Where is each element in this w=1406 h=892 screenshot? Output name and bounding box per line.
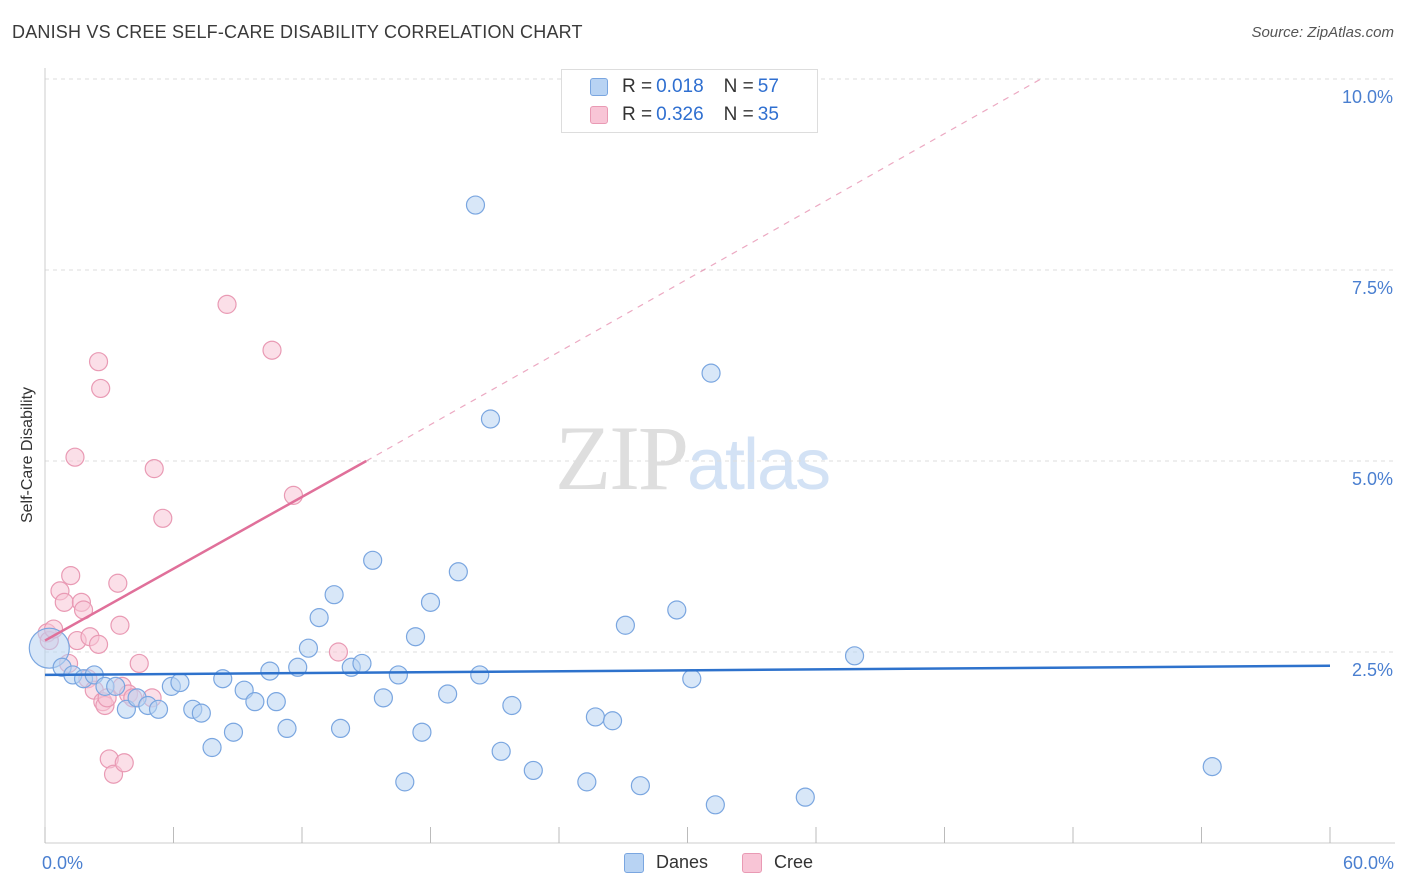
watermark-atlas: atlas (687, 425, 831, 505)
legend-cree-r-label: R = (622, 104, 653, 125)
y-tick-label: 10.0% (1342, 87, 1393, 107)
legend-cree-r: 0.326 (656, 104, 704, 125)
danes-point (277, 718, 297, 739)
danes-point (682, 669, 702, 689)
danes-point (245, 692, 265, 712)
stats-legend: R = 0.018 N = 57 R = 0.326 N = 35 (561, 69, 818, 133)
legend-danes-r: 0.018 (656, 76, 704, 97)
watermark-zip: ZIP (555, 407, 689, 509)
legend-danes-r-label: R = (622, 76, 653, 97)
danes-point (667, 600, 687, 620)
danes-point (309, 608, 329, 628)
danes-point (630, 776, 650, 796)
cree-point (108, 573, 128, 593)
danes-point (298, 638, 319, 658)
danes-point (420, 592, 441, 612)
danes-point (106, 676, 126, 696)
danes-point (266, 692, 286, 712)
danes-point (577, 772, 597, 792)
y-tick-label: 7.5% (1352, 278, 1393, 298)
cree-point (54, 592, 74, 612)
cree-point (153, 508, 173, 528)
cree-point (65, 447, 85, 467)
cree-trend-extension (365, 78, 1042, 462)
danes-point (523, 760, 543, 781)
y-tick-label: 2.5% (1352, 660, 1393, 680)
legend-row-cree: R = 0.326 N = 35 (562, 101, 779, 129)
danes-point (701, 363, 721, 383)
legend-danes-n-label: N = (723, 76, 754, 97)
danes-point (324, 585, 344, 605)
danes-point (470, 665, 490, 685)
danes-point (170, 672, 190, 693)
danes-point (388, 665, 408, 685)
danes-point (438, 684, 458, 704)
danes-point (602, 711, 623, 731)
cree-point (262, 340, 282, 360)
bottom-legend-label-cree: Cree (774, 852, 814, 872)
danes-point (795, 787, 815, 807)
cree-point (328, 642, 349, 662)
danes-point (202, 737, 222, 758)
bottom-legend-label-danes: Danes (656, 852, 709, 872)
cree-point (110, 615, 130, 635)
legend-row-danes: R = 0.018 N = 57 (562, 73, 779, 101)
danes-point (585, 707, 606, 727)
legend-cree-n-label: N = (723, 104, 754, 125)
danes-point (405, 627, 426, 647)
bottom-legend-danes: Danes (624, 852, 708, 873)
bottom-legend-swatch-danes (624, 852, 644, 873)
cree-point (144, 459, 164, 479)
x-tick-label: 60.0% (1343, 853, 1394, 873)
bottom-legend-cree: Cree (742, 852, 813, 873)
danes-point (352, 653, 372, 674)
danes-point (191, 703, 211, 723)
x-tick-label: 0.0% (42, 853, 83, 873)
danes-point (412, 722, 432, 742)
danes-point (288, 657, 308, 677)
watermark: ZIPatlas (555, 405, 831, 511)
danes-point (363, 550, 383, 570)
danes-point (844, 646, 865, 666)
cree-point (129, 653, 149, 674)
danes-trend-line (44, 664, 1331, 677)
source-credit: Source: ZipAtlas.com (1251, 24, 1394, 41)
danes-point (395, 772, 415, 792)
bottom-legend-swatch-cree (742, 852, 762, 873)
danes-point (373, 688, 393, 708)
cree-point (217, 294, 237, 314)
legend-cree-n: 35 (757, 104, 779, 125)
danes-point (705, 795, 725, 815)
cree-trend-line (44, 459, 367, 642)
chart-title: DANISH VS CREE SELF-CARE DISABILITY CORR… (12, 22, 583, 42)
legend-swatch-danes (590, 78, 608, 96)
danes-point (448, 562, 468, 582)
danes-point (465, 195, 486, 215)
cree-point (88, 352, 109, 372)
danes-point (260, 661, 280, 681)
danes-point (330, 718, 351, 739)
legend-danes-n: 57 (757, 76, 779, 97)
danes-point (615, 615, 635, 635)
danes-point (1202, 756, 1222, 777)
cree-point (61, 565, 81, 586)
cree-point (91, 378, 111, 399)
danes-point (148, 699, 169, 719)
y-tick-label: 5.0% (1352, 469, 1393, 489)
danes-point (502, 695, 522, 716)
danes-point (480, 409, 501, 429)
legend-swatch-cree (590, 106, 608, 124)
cree-point (88, 634, 109, 654)
danes-point (491, 741, 511, 761)
cree-point (114, 753, 134, 773)
danes-point (223, 722, 244, 742)
